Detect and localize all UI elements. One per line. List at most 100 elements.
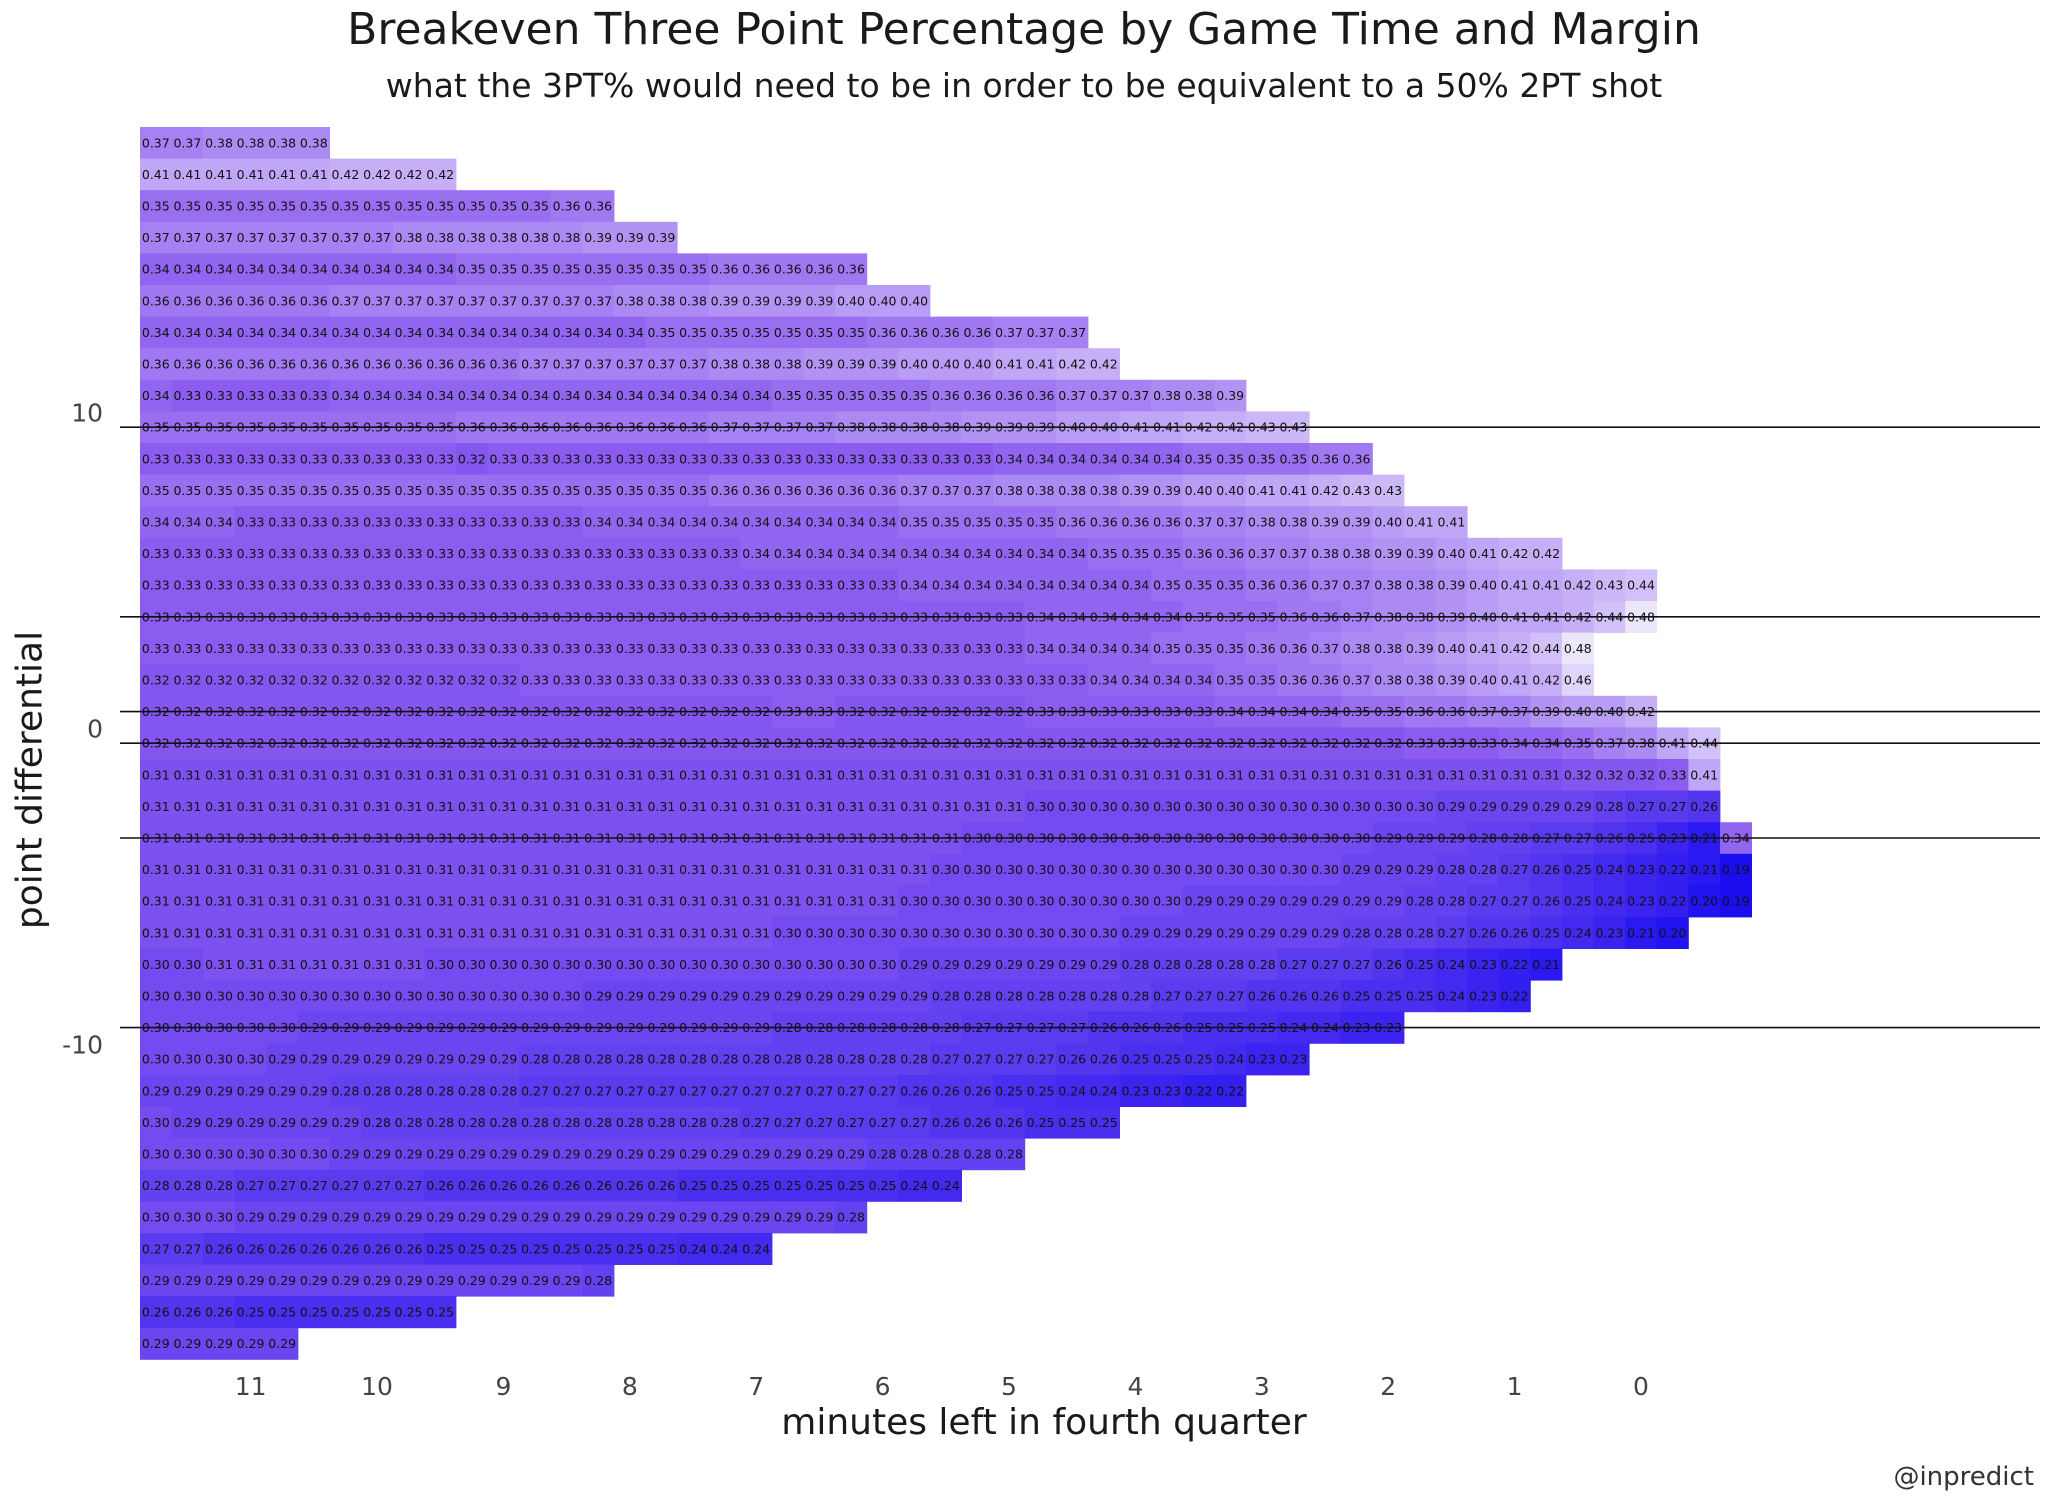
cell-value-label: 0.34 [142, 515, 170, 530]
cell-value-label: 0.30 [173, 989, 201, 1004]
cell-value-label: 0.23 [1469, 989, 1497, 1004]
cell-value-label: 0.33 [521, 578, 549, 593]
heatmap-cell: 0.26 [140, 1296, 172, 1329]
heatmap-cell: 0.34 [1024, 443, 1057, 475]
heatmap-cell-fill [424, 348, 457, 381]
cell-value-label: 0.30 [1185, 862, 1213, 877]
heatmap-cell: 0.48 [1562, 632, 1594, 665]
heatmap-cell-fill [993, 348, 1026, 381]
heatmap-cell-fill [392, 379, 425, 412]
cell-value-label: 0.31 [205, 894, 233, 909]
heatmap-cell-fill [1656, 917, 1689, 949]
heatmap-cell-fill [424, 664, 457, 697]
cell-value-label: 0.29 [268, 1115, 296, 1130]
heatmap-cell-fill [645, 1075, 678, 1107]
heatmap-cell-fill [740, 379, 773, 412]
heatmap-cell-fill [203, 443, 236, 475]
cell-value-label: 0.38 [1374, 578, 1402, 593]
heatmap-cell-fill [1151, 1075, 1184, 1107]
heatmap-cell: 0.28 [1246, 948, 1278, 981]
cell-value-label: 0.33 [774, 673, 802, 688]
heatmap-cell-fill [1214, 474, 1247, 507]
heatmap-cell: 0.33 [392, 569, 425, 602]
cell-value-label: 0.30 [1406, 799, 1434, 814]
heatmap-cell-fill [582, 506, 615, 539]
cell-value-label: 0.33 [489, 641, 517, 656]
cell-value-label: 0.29 [521, 1210, 549, 1225]
heatmap-cell: 0.29 [234, 1201, 267, 1234]
heatmap-cell: 0.30 [1088, 790, 1120, 823]
heatmap-cell: 0.30 [993, 917, 1026, 949]
heatmap-cell: 0.33 [677, 569, 710, 602]
cell-value-label: 0.37 [521, 293, 549, 308]
heatmap-cell: 0.31 [298, 759, 330, 791]
x-tick-label: 11 [235, 1372, 267, 1401]
cell-value-label: 0.35 [237, 199, 265, 214]
cell-value-label: 0.33 [300, 388, 328, 403]
cell-value-label: 0.28 [521, 1115, 549, 1130]
cell-value-label: 0.34 [869, 546, 897, 561]
heatmap-cell-fill [1530, 790, 1563, 823]
heatmap-cell: 0.31 [1088, 759, 1120, 791]
heatmap-cell: 0.38 [993, 474, 1026, 507]
heatmap-cell: 0.30 [803, 917, 836, 949]
heatmap-cell-fill [424, 632, 457, 665]
heatmap-cell: 0.35 [519, 190, 552, 223]
heatmap-cell-fill [550, 474, 583, 507]
cell-value-label: 0.29 [331, 1210, 359, 1225]
heatmap-cell-fill [677, 506, 710, 539]
heatmap-cell-fill [993, 1138, 1026, 1171]
heatmap-cell-fill [487, 885, 520, 918]
heatmap-cell: 0.34 [740, 506, 773, 539]
heatmap-cell: 0.25 [392, 1296, 425, 1329]
heatmap-cell-fill [1467, 537, 1500, 570]
heatmap-cell: 0.31 [835, 885, 868, 918]
heatmap-cell: 0.33 [550, 443, 583, 475]
heatmap-cell-fill [456, 379, 488, 412]
heatmap-cell-fill [803, 632, 836, 665]
cell-value-label: 0.33 [142, 578, 170, 593]
heatmap-cell-fill [266, 158, 299, 191]
heatmap-cell-fill [1246, 885, 1278, 918]
heatmap-cell-fill [803, 917, 836, 949]
cell-value-label: 0.25 [995, 1083, 1023, 1098]
heatmap-cell-fill [1088, 853, 1120, 886]
heatmap-cell: 0.29 [392, 1043, 425, 1076]
heatmap-cell-fill [234, 917, 267, 949]
cell-value-label: 0.29 [1374, 894, 1402, 909]
heatmap-cell-fill [677, 1138, 710, 1171]
heatmap-cell-fill [519, 443, 552, 475]
heatmap-cell-fill [329, 253, 362, 286]
cell-value-label: 0.30 [173, 1147, 201, 1162]
heatmap-cell-fill [1246, 1043, 1278, 1076]
heatmap-cell-fill [614, 917, 646, 949]
heatmap-cell-fill [171, 443, 204, 475]
heatmap-cell: 0.29 [234, 1075, 267, 1107]
cell-value-label: 0.29 [489, 1147, 517, 1162]
heatmap-cell: 0.28 [1593, 790, 1626, 823]
heatmap-cell: 0.30 [203, 1201, 236, 1234]
heatmap-cell: 0.38 [298, 127, 330, 159]
cell-value-label: 0.26 [268, 1241, 296, 1256]
cell-value-label: 0.33 [869, 673, 897, 688]
cell-value-label: 0.33 [584, 546, 612, 561]
heatmap-cell-fill [392, 917, 425, 949]
heatmap-cell: 0.35 [1246, 664, 1278, 697]
heatmap-cell-fill [866, 759, 899, 791]
heatmap-cell: 0.32 [298, 664, 330, 697]
cell-value-label: 0.34 [805, 515, 833, 530]
heatmap-cell-fill [1151, 537, 1184, 570]
heatmap-cell-fill [361, 632, 394, 665]
heatmap-cell: 0.25 [645, 1233, 678, 1265]
heatmap-cell: 0.29 [424, 1264, 457, 1297]
heatmap-cell: 0.30 [1056, 917, 1089, 949]
heatmap-cell: 0.24 [1562, 917, 1594, 949]
heatmap-cell-fill [1340, 917, 1373, 949]
cell-value-label: 0.29 [331, 1273, 359, 1288]
heatmap-cell-fill [361, 664, 394, 697]
heatmap-cell-fill [1214, 537, 1247, 570]
heatmap-cell: 0.37 [361, 221, 394, 254]
heatmap-cell: 0.33 [392, 632, 425, 665]
heatmap-cell: 0.29 [677, 1138, 710, 1171]
heatmap-cell: 0.31 [677, 790, 710, 823]
